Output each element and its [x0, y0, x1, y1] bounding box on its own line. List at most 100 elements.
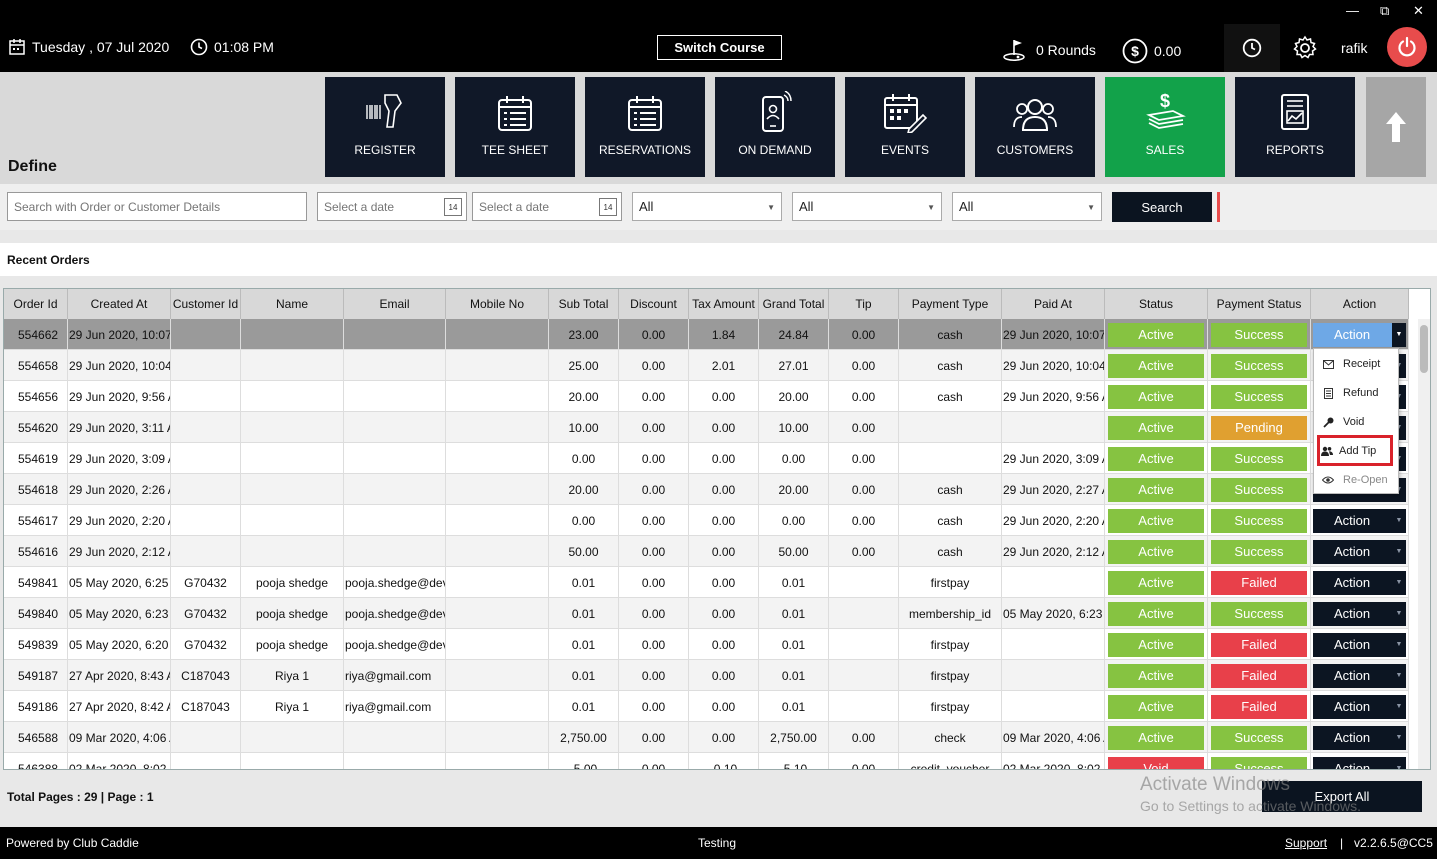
- action-dropdown-button[interactable]: Action ▼: [1313, 508, 1406, 533]
- action-dropdown-button[interactable]: Action ▼: [1313, 725, 1406, 750]
- tile-reservations[interactable]: RESERVATIONS: [585, 77, 705, 177]
- action-dropdown-button[interactable]: Action ▼: [1313, 570, 1406, 595]
- chevron-down-icon[interactable]: ▼: [1395, 579, 1403, 586]
- cell-action: Action ▼: [1311, 722, 1409, 753]
- date-to-input[interactable]: [479, 199, 621, 214]
- column-header-payment-type[interactable]: Payment Type: [899, 289, 1002, 319]
- chevron-down-icon[interactable]: ▼: [1395, 424, 1403, 431]
- column-header-sub-total[interactable]: Sub Total: [549, 289, 619, 319]
- logout-button[interactable]: [1387, 27, 1427, 67]
- scrollbar-thumb[interactable]: [1420, 325, 1428, 373]
- chevron-down-icon[interactable]: ▼: [1392, 322, 1406, 347]
- calendar-icon[interactable]: 14: [599, 198, 617, 216]
- action-dropdown-button[interactable]: Action ▼: [1313, 632, 1406, 657]
- column-header-action[interactable]: Action: [1311, 289, 1409, 319]
- filter-select-1[interactable]: All ▼: [632, 192, 782, 221]
- support-link[interactable]: Support: [1285, 836, 1328, 850]
- action-dropdown-button[interactable]: Action ▼: [1313, 694, 1406, 719]
- menu-item-refund[interactable]: Refund: [1314, 378, 1398, 407]
- tile-reports[interactable]: REPORTS: [1235, 77, 1355, 177]
- user-name[interactable]: rafik: [1341, 40, 1368, 56]
- search-input[interactable]: [14, 199, 306, 214]
- column-header-email[interactable]: Email: [344, 289, 446, 319]
- filter-select-3[interactable]: All ▼: [952, 192, 1102, 221]
- menu-item-re-open[interactable]: Re-Open: [1314, 465, 1398, 494]
- column-header-mobile-no[interactable]: Mobile No: [446, 289, 549, 319]
- column-header-order-id[interactable]: Order Id: [4, 289, 68, 319]
- column-header-tax-amount[interactable]: Tax Amount: [689, 289, 759, 319]
- tile-sales[interactable]: $ SALES: [1105, 77, 1225, 177]
- action-dropdown-button[interactable]: Action ▼: [1313, 322, 1406, 347]
- action-dropdown-button[interactable]: Action ▼: [1313, 601, 1406, 626]
- scrollbar[interactable]: [1418, 319, 1430, 769]
- history-button[interactable]: [1224, 24, 1280, 72]
- maximize-button[interactable]: ⧉: [1380, 3, 1390, 18]
- search-button[interactable]: Search: [1112, 192, 1212, 222]
- chevron-down-icon[interactable]: ▼: [1395, 703, 1403, 710]
- cell-customer-id: G70432: [171, 567, 241, 598]
- menu-item-void[interactable]: Void: [1314, 407, 1398, 436]
- chevron-down-icon[interactable]: ▼: [1395, 765, 1403, 770]
- chevron-down-icon[interactable]: ▼: [1395, 734, 1403, 741]
- chevron-down-icon[interactable]: ▼: [1395, 641, 1403, 648]
- minimize-button[interactable]: —: [1346, 3, 1359, 18]
- calendar-icon[interactable]: 14: [444, 198, 462, 216]
- cell-customer-id: [171, 381, 241, 412]
- column-header-tip[interactable]: Tip: [829, 289, 899, 319]
- column-header-name[interactable]: Name: [241, 289, 344, 319]
- column-header-grand-total[interactable]: Grand Total: [759, 289, 829, 319]
- chevron-down-icon[interactable]: ▼: [1395, 517, 1403, 524]
- chevron-down-icon[interactable]: ▼: [1395, 610, 1403, 617]
- column-header-payment-status[interactable]: Payment Status: [1208, 289, 1311, 319]
- column-header-paid-at[interactable]: Paid At: [1002, 289, 1105, 319]
- date-from-input[interactable]: [324, 199, 466, 214]
- menu-item-receipt[interactable]: Receipt: [1314, 349, 1398, 378]
- export-all-button[interactable]: Export All: [1262, 781, 1422, 812]
- chevron-down-icon[interactable]: ▼: [1395, 393, 1403, 400]
- chevron-down-icon[interactable]: ▼: [1395, 672, 1403, 679]
- menu-item-add-tip[interactable]: Add Tip: [1317, 435, 1393, 466]
- date-to-field[interactable]: 14: [472, 192, 622, 221]
- chevron-down-icon[interactable]: ▼: [1395, 455, 1403, 462]
- cell-status: Active: [1105, 443, 1208, 474]
- action-dropdown-button[interactable]: Action ▼: [1313, 663, 1406, 688]
- action-dropdown-button[interactable]: Action ▼: [1313, 756, 1406, 770]
- column-header-status[interactable]: Status: [1105, 289, 1208, 319]
- column-header-discount[interactable]: Discount: [619, 289, 689, 319]
- tile-events[interactable]: EVENTS: [845, 77, 965, 177]
- tile-register[interactable]: REGISTER: [325, 77, 445, 177]
- tile-tee-sheet[interactable]: TEE SHEET: [455, 77, 575, 177]
- tile-on-demand[interactable]: ON DEMAND: [715, 77, 835, 177]
- settings-button[interactable]: [1292, 35, 1318, 64]
- cell-grand-total: -5.10: [759, 753, 829, 769]
- chevron-down-icon[interactable]: ▼: [1395, 486, 1403, 493]
- filter-select-2[interactable]: All ▼: [792, 192, 942, 221]
- amount-text: 0.00: [1154, 43, 1182, 59]
- column-header-customer-id[interactable]: Customer Id: [171, 289, 241, 319]
- chevron-down-icon[interactable]: ▼: [1395, 548, 1403, 555]
- column-header-created-at[interactable]: Created At: [68, 289, 171, 319]
- close-window-button[interactable]: ✕: [1413, 3, 1424, 18]
- chevron-down-icon[interactable]: ▼: [1395, 362, 1403, 369]
- action-dropdown-button[interactable]: Action ▼: [1313, 539, 1406, 564]
- tile-customers[interactable]: CUSTOMERS: [975, 77, 1095, 177]
- switch-course-button[interactable]: Switch Course: [657, 35, 782, 60]
- scroll-up-button[interactable]: [1366, 77, 1426, 177]
- date-from-field[interactable]: 14: [317, 192, 467, 221]
- cell-tip: [829, 567, 899, 598]
